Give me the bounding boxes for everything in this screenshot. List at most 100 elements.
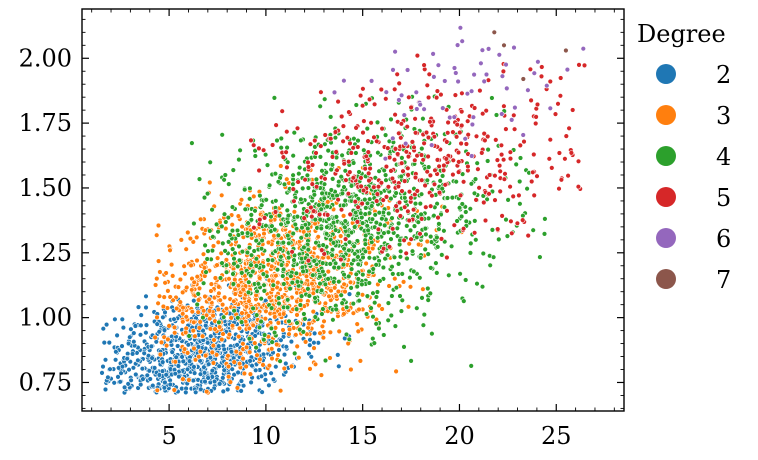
point xyxy=(119,343,125,349)
point xyxy=(389,175,396,182)
point xyxy=(308,354,314,360)
point xyxy=(117,379,123,385)
point xyxy=(190,377,197,384)
point xyxy=(171,387,178,393)
point xyxy=(125,381,131,387)
point xyxy=(520,213,526,219)
point xyxy=(312,314,318,320)
point xyxy=(276,347,282,353)
point xyxy=(433,260,439,266)
point xyxy=(405,153,412,160)
point xyxy=(318,225,324,232)
point xyxy=(385,145,391,151)
point xyxy=(456,159,462,165)
point xyxy=(274,341,280,348)
point xyxy=(295,179,301,185)
point xyxy=(200,327,206,334)
point xyxy=(211,337,217,343)
point xyxy=(375,226,382,233)
point xyxy=(278,145,284,151)
point xyxy=(178,237,185,243)
point xyxy=(364,223,370,229)
point xyxy=(273,122,279,128)
point xyxy=(284,176,290,182)
point xyxy=(266,294,273,301)
point xyxy=(311,258,317,264)
point xyxy=(323,161,329,167)
point xyxy=(403,149,410,155)
point xyxy=(304,232,310,238)
point xyxy=(284,129,290,135)
point xyxy=(335,197,341,203)
point xyxy=(495,226,501,232)
point xyxy=(362,166,368,172)
point xyxy=(459,201,465,207)
point xyxy=(379,306,385,312)
point xyxy=(234,342,240,348)
point xyxy=(377,278,383,284)
point xyxy=(386,283,392,289)
point xyxy=(394,71,400,78)
point xyxy=(497,168,503,175)
point xyxy=(485,46,492,52)
point xyxy=(423,231,429,238)
point xyxy=(259,389,265,395)
point xyxy=(513,161,519,168)
point xyxy=(448,243,455,250)
point xyxy=(230,246,236,252)
point xyxy=(392,111,398,118)
point xyxy=(298,196,304,203)
point xyxy=(143,293,149,299)
point xyxy=(418,152,425,158)
point xyxy=(147,376,153,382)
point xyxy=(348,183,355,189)
point xyxy=(336,328,342,335)
point xyxy=(376,325,382,332)
point xyxy=(138,312,144,318)
point xyxy=(396,220,402,227)
point xyxy=(165,336,171,343)
legend-label: 7 xyxy=(716,266,731,294)
point xyxy=(309,181,315,187)
point xyxy=(338,292,344,298)
point xyxy=(189,140,195,146)
point xyxy=(439,252,445,258)
point xyxy=(319,247,325,253)
point xyxy=(322,132,328,138)
point xyxy=(190,328,197,334)
point xyxy=(378,86,384,93)
point xyxy=(291,198,297,204)
point xyxy=(201,364,207,370)
point xyxy=(528,178,535,185)
point xyxy=(385,184,392,190)
point xyxy=(240,355,246,362)
point xyxy=(363,153,369,160)
point xyxy=(353,125,359,131)
point xyxy=(421,140,427,147)
point xyxy=(329,162,336,168)
point xyxy=(213,221,220,228)
point xyxy=(191,279,197,285)
point xyxy=(427,172,434,179)
point xyxy=(225,374,232,380)
point xyxy=(370,314,376,320)
point xyxy=(322,300,329,306)
point xyxy=(231,298,237,304)
point xyxy=(322,357,329,364)
legend-label: 2 xyxy=(716,61,731,89)
point xyxy=(434,157,441,163)
point xyxy=(277,358,283,364)
point xyxy=(221,367,227,373)
point xyxy=(399,160,405,166)
point xyxy=(470,114,477,120)
point xyxy=(247,358,253,364)
point xyxy=(251,225,257,231)
point xyxy=(322,96,328,102)
point xyxy=(333,214,340,220)
point xyxy=(459,122,465,129)
point xyxy=(317,280,323,287)
point xyxy=(196,285,203,292)
point xyxy=(215,306,222,313)
point xyxy=(319,323,326,329)
point xyxy=(467,206,473,212)
